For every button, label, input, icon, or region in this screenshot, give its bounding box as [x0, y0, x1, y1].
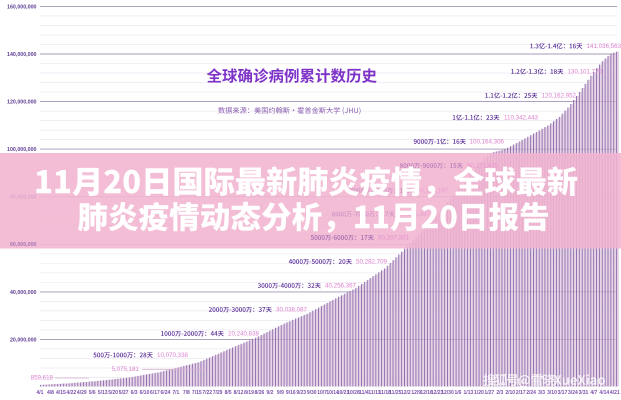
svg-text:20,000,000: 20,000,000	[10, 337, 37, 343]
svg-text:4/21: 4/21	[610, 390, 620, 396]
svg-text:120,162,952: 120,162,952	[542, 93, 577, 100]
svg-text:859,618: 859,618	[31, 375, 54, 382]
svg-text:3/31: 3/31	[579, 390, 589, 396]
svg-text:141,036,563: 141,036,563	[587, 43, 621, 50]
svg-text:5,075,181: 5,075,181	[111, 366, 139, 373]
svg-text:2/24: 2/24	[526, 390, 536, 396]
svg-text:3/3: 3/3	[538, 390, 545, 396]
svg-text:8/5: 8/5	[225, 390, 232, 396]
svg-text:100,164,306: 100,164,306	[470, 139, 505, 146]
svg-text:100,000,000: 100,000,000	[7, 147, 37, 153]
svg-text:1/20: 1/20	[474, 390, 484, 396]
svg-text:8/26: 8/26	[255, 390, 265, 396]
svg-text:12/9: 12/9	[411, 390, 421, 396]
svg-text:6/17: 6/17	[150, 390, 160, 396]
svg-text:130,101,770: 130,101,770	[568, 69, 603, 76]
svg-text:3/24: 3/24	[568, 390, 578, 396]
svg-text:8/19: 8/19	[244, 390, 254, 396]
svg-text:4/8: 4/8	[47, 390, 54, 396]
svg-text:1/13: 1/13	[464, 390, 474, 396]
svg-text:4/29: 4/29	[77, 390, 87, 396]
svg-text:3/10: 3/10	[547, 390, 557, 396]
svg-text:5/6: 5/6	[89, 390, 96, 396]
svg-text:2/10: 2/10	[505, 390, 515, 396]
svg-text:12/2: 12/2	[401, 390, 411, 396]
svg-text:3/17: 3/17	[558, 390, 568, 396]
svg-text:160,000,000: 160,000,000	[7, 4, 37, 10]
svg-text:5/13: 5/13	[98, 390, 108, 396]
svg-text:50,282,709: 50,282,709	[356, 259, 388, 266]
svg-text:4/22: 4/22	[66, 390, 76, 396]
svg-text:7/15: 7/15	[192, 390, 202, 396]
svg-text:6/24: 6/24	[161, 390, 171, 396]
svg-text:11/11: 11/11	[368, 390, 380, 396]
svg-text:4/7: 4/7	[590, 390, 597, 396]
svg-text:1/6: 1/6	[455, 390, 462, 396]
svg-text:9/2: 9/2	[266, 390, 273, 396]
svg-text:20,240,838: 20,240,838	[228, 331, 260, 338]
svg-text:11/18: 11/18	[379, 390, 391, 396]
svg-text:12/23: 12/23	[431, 390, 444, 396]
svg-text:40,000,000: 40,000,000	[10, 290, 37, 296]
svg-text:7/22: 7/22	[202, 390, 212, 396]
svg-text:10/28: 10/28	[347, 390, 360, 396]
svg-text:2/3: 2/3	[496, 390, 503, 396]
svg-text:90,171,475: 90,171,475	[467, 163, 499, 170]
svg-text:120,000,000: 120,000,000	[7, 100, 37, 106]
svg-text:1/27: 1/27	[484, 390, 494, 396]
svg-text:5/27: 5/27	[119, 390, 129, 396]
svg-text:40,256,367: 40,256,367	[325, 283, 357, 290]
svg-text:11/4: 11/4	[359, 390, 369, 396]
svg-text:9/9: 9/9	[277, 390, 284, 396]
svg-text:10/21: 10/21	[337, 390, 350, 396]
svg-text:5/20: 5/20	[108, 390, 118, 396]
svg-text:140,000,000: 140,000,000	[7, 52, 37, 58]
svg-text:12/16: 12/16	[420, 390, 433, 396]
svg-text:7/8: 7/8	[183, 390, 190, 396]
svg-text:9/30: 9/30	[307, 390, 317, 396]
svg-text:60,207,301: 60,207,301	[378, 235, 410, 242]
svg-text:9/23: 9/23	[296, 390, 306, 396]
svg-text:7/29: 7/29	[213, 390, 223, 396]
svg-text:4/14: 4/14	[599, 390, 609, 396]
svg-text:6/10: 6/10	[140, 390, 150, 396]
svg-text:7/1: 7/1	[172, 390, 179, 396]
svg-text:4/1: 4/1	[37, 390, 44, 396]
svg-text:2/17: 2/17	[516, 390, 526, 396]
svg-text:6/3: 6/3	[131, 390, 138, 396]
svg-text:12/30: 12/30	[441, 390, 454, 396]
svg-text:9/16: 9/16	[286, 390, 296, 396]
svg-text:10,070,338: 10,070,338	[157, 352, 189, 359]
svg-text:30,038,087: 30,038,087	[276, 307, 308, 314]
svg-text:60,000,000: 60,000,000	[10, 242, 37, 248]
svg-text:8/12: 8/12	[234, 390, 244, 396]
svg-text:11/25: 11/25	[389, 390, 401, 396]
svg-text:10/7: 10/7	[317, 390, 327, 396]
svg-text:4/15: 4/15	[56, 390, 66, 396]
svg-text:10/14: 10/14	[326, 390, 339, 396]
svg-text:110,342,443: 110,342,443	[504, 115, 539, 122]
